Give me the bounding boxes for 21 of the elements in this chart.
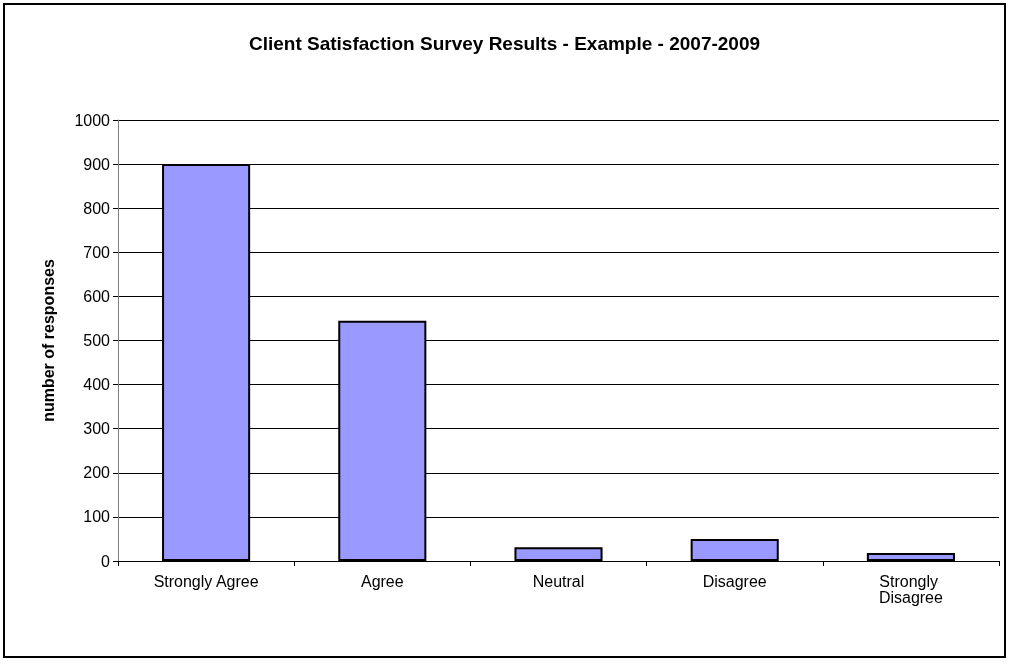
y-tick-label: 200 (83, 464, 111, 482)
y-tick-label: 700 (83, 243, 111, 261)
y-tick-label: 900 (83, 155, 111, 173)
y-axis-title: number of responses (39, 259, 57, 422)
bar (514, 547, 603, 561)
y-tick-label: 600 (83, 287, 111, 305)
y-tick-label: 500 (83, 332, 111, 349)
x-tick-label: Neutral (532, 572, 585, 590)
x-tick-label: Agree (360, 572, 404, 590)
x-tick-label: Disagree (702, 572, 767, 590)
chart-title: Client Satisfaction Survey Results - Example - 2007-2009 (248, 33, 761, 54)
bar (690, 538, 779, 561)
y-tick-label: 800 (83, 199, 111, 217)
y-tick-label: 0 (101, 552, 111, 570)
bar (866, 553, 955, 561)
x-tick-label: Strongly Disagree (878, 572, 944, 606)
y-tick-label: 400 (83, 376, 111, 394)
y-tick-label: 300 (83, 420, 111, 438)
y-tick-label: 1000 (74, 111, 111, 129)
y-tick-label: 100 (83, 508, 111, 526)
x-tick-label: Strongly Agree (153, 572, 259, 590)
